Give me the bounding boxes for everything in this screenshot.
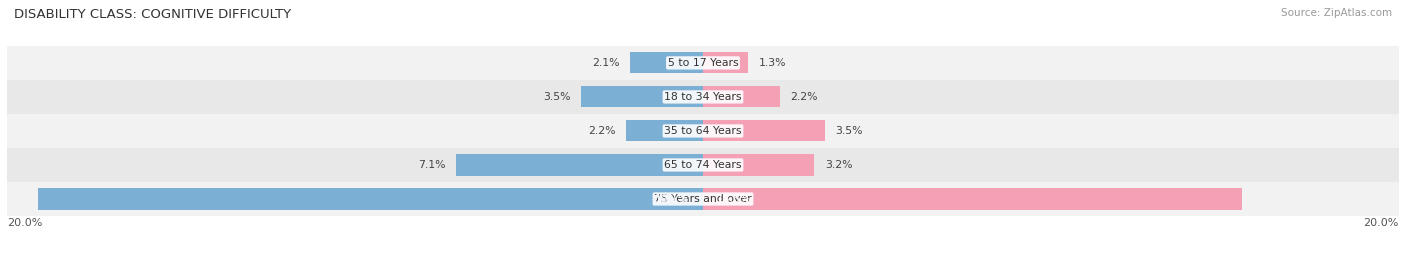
Text: 2.2%: 2.2%: [589, 126, 616, 136]
Bar: [703, 86, 779, 107]
Bar: [703, 188, 1243, 210]
Text: 3.2%: 3.2%: [825, 160, 852, 170]
Text: 20.0%: 20.0%: [7, 218, 42, 228]
Bar: [581, 86, 703, 107]
Bar: [38, 188, 703, 210]
Text: DISABILITY CLASS: COGNITIVE DIFFICULTY: DISABILITY CLASS: COGNITIVE DIFFICULTY: [14, 8, 291, 21]
Bar: [7, 148, 1399, 182]
Text: 35 to 64 Years: 35 to 64 Years: [664, 126, 742, 136]
Text: 75 Years and over: 75 Years and over: [654, 194, 752, 204]
Text: 2.1%: 2.1%: [592, 58, 620, 68]
Bar: [7, 46, 1399, 80]
Bar: [7, 114, 1399, 148]
Bar: [627, 120, 703, 141]
Text: 2.2%: 2.2%: [790, 92, 817, 102]
Text: Source: ZipAtlas.com: Source: ZipAtlas.com: [1281, 8, 1392, 18]
Text: 3.5%: 3.5%: [835, 126, 863, 136]
Bar: [703, 52, 748, 73]
Text: 18 to 34 Years: 18 to 34 Years: [664, 92, 742, 102]
Text: 15.5%: 15.5%: [717, 194, 751, 204]
Text: 65 to 74 Years: 65 to 74 Years: [664, 160, 742, 170]
Text: 20.0%: 20.0%: [1364, 218, 1399, 228]
Bar: [630, 52, 703, 73]
Bar: [703, 120, 825, 141]
Bar: [456, 154, 703, 176]
Bar: [7, 80, 1399, 114]
Text: 19.1%: 19.1%: [655, 194, 689, 204]
Text: 1.3%: 1.3%: [759, 58, 786, 68]
Text: 3.5%: 3.5%: [543, 92, 571, 102]
Text: 5 to 17 Years: 5 to 17 Years: [668, 58, 738, 68]
Bar: [703, 154, 814, 176]
Text: 7.1%: 7.1%: [418, 160, 446, 170]
Bar: [7, 182, 1399, 216]
